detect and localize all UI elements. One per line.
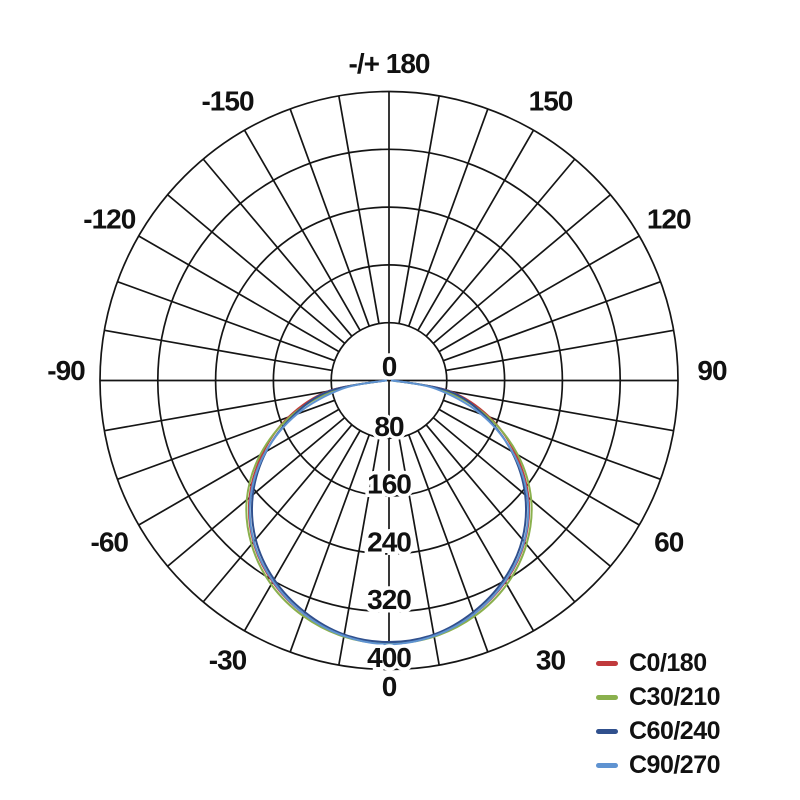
radial-tick-label: 80 xyxy=(374,411,404,442)
grid-spoke xyxy=(443,399,661,481)
grid-spoke xyxy=(398,95,441,324)
grid-spoke xyxy=(289,108,371,327)
series-curve-c90-270 xyxy=(248,379,530,646)
grid-spoke xyxy=(337,95,380,324)
legend-label: C90/270 xyxy=(629,750,721,779)
grid-spoke xyxy=(117,280,335,362)
grid-spoke xyxy=(445,389,674,432)
grid-spoke xyxy=(398,437,441,666)
grid-spoke xyxy=(432,194,611,344)
legend-swatch-c30-210 xyxy=(596,694,618,700)
grid-spoke xyxy=(438,235,640,353)
legend-swatch-c90-270 xyxy=(596,762,618,768)
legend-label: C60/240 xyxy=(629,716,721,745)
radial-tick-label: 400 xyxy=(367,642,411,673)
legend-label: C30/210 xyxy=(629,682,721,711)
legend-swatch-c0-180 xyxy=(596,660,618,666)
grid-spoke xyxy=(138,235,340,353)
grid-spoke xyxy=(425,424,576,603)
grid-spoke xyxy=(167,417,346,567)
grid-spoke xyxy=(438,408,640,526)
angle-tick-label: 150 xyxy=(529,85,573,116)
angle-tick-label: -/+ 180 xyxy=(349,48,430,79)
grid-spoke xyxy=(138,408,340,526)
legend-item: C60/240 xyxy=(596,714,721,748)
radial-tick-label: 160 xyxy=(367,469,411,500)
grid-spoke xyxy=(167,194,346,344)
grid-spoke xyxy=(417,129,535,331)
angle-tick-label: 30 xyxy=(536,645,566,676)
angle-tick-label: -30 xyxy=(209,645,247,676)
angle-tick-label: -120 xyxy=(83,204,135,235)
grid-spoke xyxy=(289,434,371,653)
grid-spoke xyxy=(425,158,576,337)
angle-tick-label: 90 xyxy=(697,355,727,386)
angle-tick-label: 60 xyxy=(654,527,684,558)
grid-spoke xyxy=(443,280,661,362)
angle-tick-label: -150 xyxy=(201,85,253,116)
grid-spoke xyxy=(243,430,361,632)
grid-spoke xyxy=(104,329,333,372)
angle-tick-label: -60 xyxy=(91,527,129,558)
legend-item: C0/180 xyxy=(596,646,720,680)
angle-tick-label: -90 xyxy=(47,355,85,386)
angle-tick-label: 120 xyxy=(647,204,691,235)
grid-spoke xyxy=(432,417,611,567)
grid-spoke xyxy=(407,434,489,653)
grid-spoke xyxy=(417,430,535,632)
chart-legend: C0/180 C30/210 C60/240 C90/270 xyxy=(596,646,721,782)
radial-tick-label: 240 xyxy=(367,526,411,557)
legend-label: C0/180 xyxy=(629,648,707,677)
grid-spoke xyxy=(337,437,380,666)
radial-tick-label: 0 xyxy=(382,351,397,382)
grid-spoke xyxy=(117,399,335,481)
grid-spoke xyxy=(202,158,353,337)
angle-tick-label: 0 xyxy=(382,671,397,702)
grid-spoke xyxy=(243,129,361,331)
grid-spoke xyxy=(445,329,674,372)
legend-item: C90/270 xyxy=(596,748,721,782)
grid-spoke xyxy=(202,424,353,603)
radial-tick-label: 320 xyxy=(367,584,411,615)
grid-spoke xyxy=(407,108,489,327)
grid-spoke xyxy=(104,389,333,432)
legend-item: C30/210 xyxy=(596,680,721,714)
legend-swatch-c60-240 xyxy=(596,728,618,734)
